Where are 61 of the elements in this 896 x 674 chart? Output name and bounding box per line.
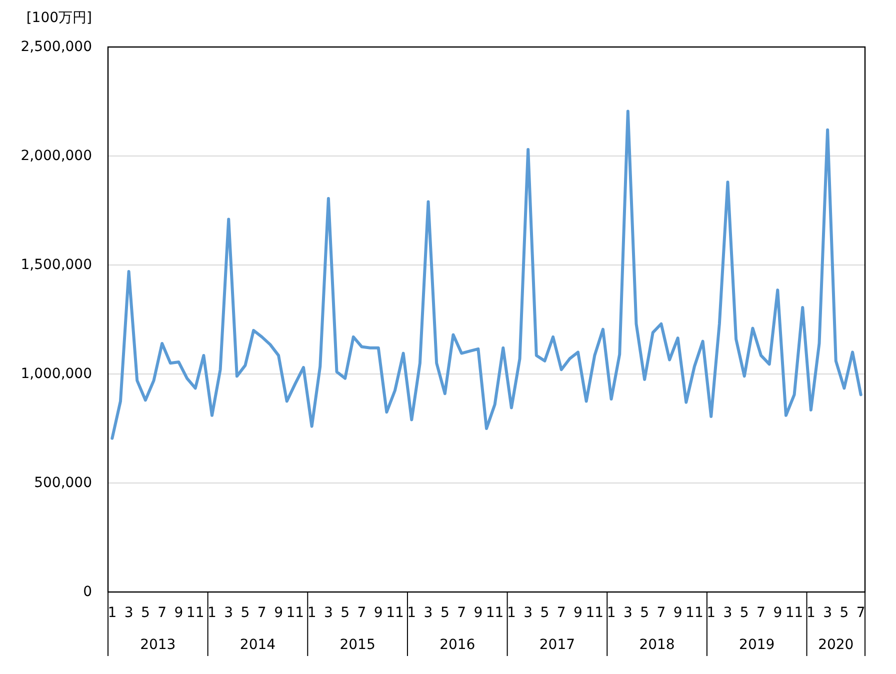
x-tick-label: 11 bbox=[486, 605, 504, 621]
text: 2013 bbox=[140, 637, 176, 653]
text: 2018 bbox=[639, 637, 675, 653]
x-tick-label: 3 bbox=[224, 605, 234, 621]
y-tick-label: 1,000,000 bbox=[20, 366, 92, 382]
x-tick-label: 7 bbox=[856, 605, 866, 621]
text: 2017 bbox=[539, 637, 576, 653]
x-tick-label: 5 bbox=[540, 605, 550, 621]
x-tick-label: 11 bbox=[186, 605, 204, 621]
x-tick-label: 7 bbox=[357, 605, 366, 621]
x-tick-label: 11 bbox=[386, 605, 404, 621]
x-tick-label: 11 bbox=[586, 605, 604, 621]
x-tick-label: 3 bbox=[324, 605, 333, 621]
x-tick-label: 9 bbox=[773, 605, 782, 621]
x-tick-label: 7 bbox=[656, 605, 666, 621]
text: 2019 bbox=[739, 637, 775, 653]
x-tick-label: 1 bbox=[606, 605, 616, 621]
x-tick-label: 11 bbox=[686, 605, 704, 621]
x-tick-label: 9 bbox=[474, 605, 483, 621]
y-tick-label: 2,000,000 bbox=[20, 148, 92, 164]
y-tick-label: 1,500,000 bbox=[20, 257, 92, 273]
x-tick-label: 1 bbox=[706, 605, 716, 621]
x-tick-label: 7 bbox=[756, 605, 766, 621]
x-tick-label: 5 bbox=[440, 605, 450, 621]
x-tick-label: 5 bbox=[640, 605, 650, 621]
x-tick-label: 5 bbox=[740, 605, 749, 621]
y-tick-label: 2,500,000 bbox=[20, 39, 92, 55]
x-tick-label: 1 bbox=[407, 605, 416, 621]
x-tick-label: 1 bbox=[108, 605, 117, 621]
text: 2015 bbox=[340, 637, 376, 653]
x-tick-label: 1 bbox=[208, 605, 216, 621]
x-tick-label: 9 bbox=[274, 605, 283, 621]
x-tick-label: 3 bbox=[124, 605, 134, 621]
x-tick-label: 1 bbox=[806, 605, 816, 621]
x-tick-label: 7 bbox=[257, 605, 266, 621]
x-tick-label: 9 bbox=[673, 605, 682, 621]
x-tick-label: 5 bbox=[240, 605, 250, 621]
x-tick-label: 3 bbox=[424, 605, 433, 621]
x-tick-label: 1 bbox=[307, 605, 316, 621]
x-tick-label: 9 bbox=[174, 605, 184, 621]
x-tick-label: 5 bbox=[840, 605, 849, 621]
x-tick-label: 5 bbox=[140, 605, 150, 621]
x-tick-label: 3 bbox=[623, 605, 632, 621]
x-tick-label: 9 bbox=[574, 605, 582, 621]
text: 2016 bbox=[440, 637, 476, 653]
y-tick-label: 500,000 bbox=[34, 475, 92, 491]
x-tick-label: 11 bbox=[785, 605, 804, 621]
text: 2014 bbox=[240, 637, 276, 653]
x-tick-label: 3 bbox=[524, 605, 533, 621]
x-tick-label: 3 bbox=[723, 605, 732, 621]
x-tick-label: 5 bbox=[340, 605, 350, 621]
x-tick-label: 3 bbox=[823, 605, 832, 621]
x-tick-label: 7 bbox=[457, 605, 466, 621]
x-tick-label: 1 bbox=[506, 605, 516, 621]
y-axis-title: [100万円] bbox=[26, 10, 92, 26]
y-tick-label: 0 bbox=[83, 584, 92, 600]
x-tick-label: 11 bbox=[286, 605, 304, 621]
x-tick-label: 9 bbox=[374, 605, 383, 621]
x-tick-label: 7 bbox=[556, 605, 566, 621]
x-tick-label: 7 bbox=[158, 605, 167, 621]
text: 2020 bbox=[818, 637, 854, 653]
